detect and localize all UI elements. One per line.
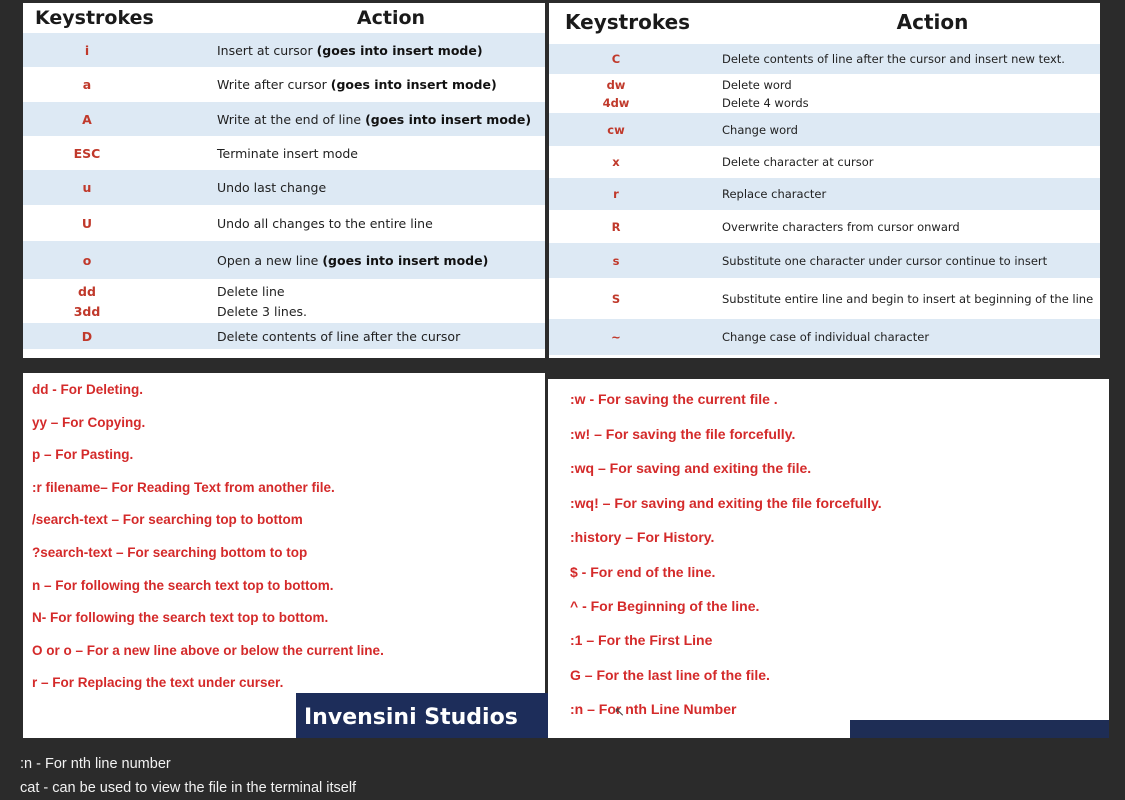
- table-row: cw Change word: [549, 113, 1100, 146]
- action-cell: Open a new line (goes into insert mode): [151, 241, 545, 279]
- note-line: dd - For Deleting.: [32, 382, 143, 397]
- keystroke-cell: U: [81, 215, 93, 231]
- keystrokes-table-body: i Insert at cursor (goes into insert mod…: [23, 33, 545, 349]
- note-line: :n – For nth Line Number: [570, 701, 737, 717]
- table-header-row: Keystrokes Action: [549, 3, 1100, 44]
- header-keystrokes: Keystrokes: [35, 7, 154, 29]
- note-line: N- For following the search text top to …: [32, 610, 329, 625]
- note-line: /search-text – For searching top to bott…: [32, 512, 303, 527]
- vi-keystrokes-table-1: Keystrokes Action i Insert at cursor (go…: [23, 3, 545, 358]
- note-line: :wq – For saving and exiting the file.: [570, 460, 812, 476]
- keystroke-cell: o: [23, 241, 151, 279]
- keystroke-cell: cw: [549, 113, 683, 146]
- mouse-cursor-icon: ↖: [614, 704, 625, 719]
- keystroke-cell: i: [23, 33, 151, 67]
- action-cell: Delete character at cursor: [722, 155, 874, 169]
- note-line: :1 – For the First Line: [570, 632, 713, 648]
- action-cell: Change word: [683, 113, 1100, 146]
- keystroke-cell: A: [23, 102, 151, 136]
- note-line: :wq! – For saving and exiting the file f…: [570, 495, 882, 511]
- note-line: p – For Pasting.: [32, 447, 134, 462]
- table-row: x Delete character at cursor: [549, 146, 1100, 178]
- action-cell: Substitute entire line and begin to inse…: [722, 291, 1094, 306]
- keystroke-cell: D: [23, 323, 151, 349]
- action-cell: Overwrite characters from cursor onward: [722, 219, 960, 234]
- table-row: a Write after cursor (goes into insert m…: [23, 67, 545, 102]
- keystroke-cell: u: [23, 170, 151, 205]
- vi-commands-notes-left: dd - For Deleting. yy – For Copying. p –…: [23, 373, 545, 738]
- note-line: ?search-text – For searching bottom to t…: [32, 545, 308, 560]
- note-line: yy – For Copying.: [32, 415, 146, 430]
- keystroke-cell: dw 4dw: [602, 77, 630, 110]
- keystroke-cell: x: [612, 155, 620, 169]
- note-line: r – For Replacing the text under curser.: [32, 675, 284, 690]
- table-row: ESC Terminate insert mode: [23, 136, 545, 170]
- table-row: i Insert at cursor (goes into insert mod…: [23, 33, 545, 67]
- action-cell: Delete contents of line after the cursor: [151, 323, 545, 349]
- action-cell: Insert at cursor (goes into insert mode): [151, 33, 545, 67]
- table-row: R Overwrite characters from cursor onwar…: [549, 210, 1100, 243]
- note-line: O or o – For a new line above or below t…: [32, 643, 384, 658]
- note-line: G – For the last line of the file.: [570, 667, 770, 683]
- table-row: dd 3dd Delete line Delete 3 lines.: [23, 279, 545, 323]
- table-row: u Undo last change: [23, 170, 545, 205]
- table-header-row: Keystrokes Action: [23, 3, 545, 33]
- action-cell: Change case of individual character: [683, 319, 1100, 355]
- table-row: s Substitute one character under cursor …: [549, 243, 1100, 278]
- keystroke-cell: R: [611, 219, 621, 234]
- note-line: $ - For end of the line.: [570, 564, 716, 580]
- table-row: S Substitute entire line and begin to in…: [549, 278, 1100, 319]
- vi-keystrokes-table-2: Keystrokes Action C Delete contents of l…: [549, 3, 1100, 358]
- table-row: ~ Change case of individual character: [549, 319, 1100, 355]
- note-line: :r filename– For Reading Text from anoth…: [32, 480, 335, 495]
- keystroke-cell: S: [611, 291, 621, 306]
- action-cell: Delete line Delete 3 lines.: [217, 283, 308, 319]
- note-line: ^ - For Beginning of the line.: [570, 598, 760, 614]
- caption-cat-command: cat - can be used to view the file in th…: [20, 780, 357, 796]
- keystroke-cell: r: [549, 178, 683, 210]
- action-cell: Delete word Delete 4 words: [722, 77, 809, 110]
- keystrokes-table: Keystrokes Action: [549, 3, 1100, 44]
- table-row: r Replace character: [549, 178, 1100, 210]
- keystroke-cell: C: [549, 44, 683, 74]
- keystrokes-table: Keystrokes Action: [23, 3, 545, 33]
- decorative-strip: [850, 720, 1109, 738]
- table-row: D Delete contents of line after the curs…: [23, 323, 545, 349]
- note-line: n – For following the search text top to…: [32, 578, 334, 593]
- keystroke-cell: ESC: [73, 145, 101, 161]
- header-action: Action: [356, 7, 426, 29]
- table-row: A Write at the end of line (goes into in…: [23, 102, 545, 136]
- action-cell: Substitute one character under cursor co…: [683, 243, 1100, 278]
- action-cell: Replace character: [683, 178, 1100, 210]
- table-row: C Delete contents of line after the curs…: [549, 44, 1100, 74]
- note-line: :w - For saving the current file .: [570, 391, 778, 407]
- header-keystrokes: Keystrokes: [549, 3, 765, 44]
- table-row: dw 4dw Delete word Delete 4 words: [549, 74, 1100, 113]
- action-cell: Write at the end of line (goes into inse…: [151, 102, 545, 136]
- note-line: :history – For History.: [570, 529, 715, 545]
- keystroke-cell: s: [549, 243, 683, 278]
- keystroke-cell: ~: [549, 319, 683, 355]
- action-cell: Terminate insert mode: [217, 145, 358, 161]
- note-line: :w! – For saving the file forcefully.: [570, 426, 796, 442]
- table-row: o Open a new line (goes into insert mode…: [23, 241, 545, 279]
- caption-nth-line: :n - For nth line number: [20, 756, 171, 772]
- header-action: Action: [765, 3, 1100, 44]
- action-cell: Undo all changes to the entire line: [217, 215, 433, 231]
- action-cell: Write after cursor (goes into insert mod…: [217, 77, 497, 92]
- studio-logo: Invensini Studios: [296, 693, 548, 738]
- action-cell: Delete contents of line after the cursor…: [683, 44, 1100, 74]
- action-cell: Undo last change: [151, 170, 545, 205]
- keystrokes-table-body: C Delete contents of line after the curs…: [549, 44, 1100, 355]
- keystroke-cell: dd 3dd: [73, 283, 101, 319]
- keystroke-cell: a: [82, 77, 92, 92]
- table-row: U Undo all changes to the entire line: [23, 205, 545, 241]
- vi-commands-notes-right: :w - For saving the current file . :w! –…: [548, 379, 1109, 738]
